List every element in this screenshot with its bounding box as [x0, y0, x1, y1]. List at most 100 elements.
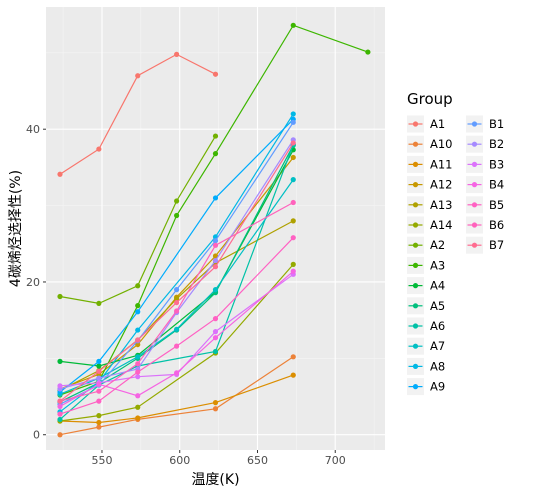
data-point: [290, 154, 296, 161]
legend-item: A4: [407, 277, 445, 295]
legend-key-point: [471, 222, 478, 228]
legend-key-point: [412, 121, 419, 127]
legend-item: A1: [407, 115, 445, 133]
data-point: [96, 398, 102, 404]
data-point: [57, 293, 63, 300]
data-point: [174, 51, 180, 57]
data-point: [96, 146, 102, 152]
series-layer: [57, 22, 371, 438]
legend-key-point: [412, 182, 419, 188]
x-tick-label: 650: [247, 454, 268, 467]
x-axis-title: 温度(K): [191, 472, 239, 488]
data-point: [135, 404, 141, 410]
data-point: [290, 372, 296, 378]
series-B5: [57, 235, 296, 417]
legend-key-point: [471, 141, 478, 147]
data-point: [174, 287, 180, 293]
data-point: [135, 393, 141, 399]
data-point: [96, 424, 102, 430]
data-point: [57, 432, 63, 438]
legend-item: B7: [466, 236, 504, 254]
legend-item: A3: [407, 256, 445, 274]
series-B4: [57, 268, 296, 410]
legend-item: A5: [407, 297, 445, 315]
grid-major: [46, 7, 385, 450]
data-point: [96, 363, 102, 369]
x-tick-label: 700: [325, 454, 346, 467]
data-point: [96, 375, 102, 381]
legend-item: B6: [466, 216, 504, 234]
legend-key-point: [471, 202, 478, 208]
data-point: [96, 300, 102, 306]
legend-key-point: [412, 363, 419, 369]
data-point: [135, 354, 141, 360]
data-point: [290, 140, 296, 146]
legend-label: A12: [430, 178, 453, 192]
y-tick-label: 40: [26, 123, 40, 136]
legend-key-point: [471, 182, 478, 188]
y-axis-title: 4碳烯烃选择性(%): [8, 170, 24, 287]
legend-key-point: [412, 242, 419, 248]
axis-ticks: [43, 128, 336, 453]
data-point: [57, 398, 63, 404]
data-point: [96, 419, 102, 426]
data-point: [212, 238, 219, 244]
legend-label: A14: [430, 218, 453, 232]
data-point: [135, 369, 141, 375]
data-point: [57, 403, 63, 410]
legend-label: A5: [430, 299, 445, 313]
series-line: [59, 273, 294, 387]
legend-label: A11: [430, 157, 453, 171]
data-point: [135, 303, 141, 309]
data-point: [57, 171, 63, 177]
data-point: [135, 327, 141, 333]
series-B7: [57, 140, 296, 404]
data-point: [174, 326, 180, 332]
data-point: [135, 337, 141, 343]
legend-item: B2: [466, 135, 504, 153]
data-point: [212, 195, 219, 201]
data-point: [174, 343, 180, 349]
legend-label: A8: [430, 359, 445, 373]
series-A1: [57, 51, 219, 177]
legend-label: B3: [489, 157, 504, 171]
data-point: [290, 354, 296, 360]
legend-item: B5: [466, 196, 504, 214]
data-point: [57, 383, 63, 389]
legend-key-point: [412, 384, 419, 390]
legend-label: B1: [489, 117, 504, 131]
legend: A1 A10 A11 A12 A13 A14 A2 A3 A4 A5 A6 A7 A8 A9 B1 B2 B3 B…: [407, 115, 504, 396]
legend-label: A2: [430, 238, 445, 252]
legend-item: A12: [407, 176, 453, 194]
legend-label: A13: [430, 198, 453, 212]
legend-label: A9: [430, 380, 445, 394]
legend-item: A10: [407, 135, 453, 153]
series-line: [59, 142, 294, 402]
data-point: [96, 368, 102, 374]
data-point: [174, 212, 180, 219]
legend-key-point: [412, 222, 419, 228]
series-line: [59, 139, 294, 390]
data-point: [135, 73, 141, 79]
legend-key-point: [412, 262, 419, 268]
y-tick-label: 0: [33, 429, 40, 442]
legend-key-point: [412, 303, 419, 309]
legend-key-point: [412, 283, 419, 289]
data-point: [174, 296, 180, 302]
data-point: [212, 151, 219, 157]
legend-item: A13: [407, 196, 453, 214]
legend-key-point: [412, 202, 419, 208]
data-point: [57, 411, 63, 417]
x-tick-label: 550: [91, 454, 112, 467]
data-point: [290, 199, 296, 206]
y-tick-label: 20: [26, 276, 40, 289]
y-tick-labels: 0 20 40: [26, 123, 40, 442]
series-A2: [57, 133, 219, 306]
legend-label: B7: [489, 238, 504, 252]
data-point: [174, 198, 180, 204]
legend-item: A8: [407, 357, 445, 375]
data-point: [135, 341, 141, 348]
data-point: [212, 71, 219, 77]
series-line: [59, 270, 294, 408]
